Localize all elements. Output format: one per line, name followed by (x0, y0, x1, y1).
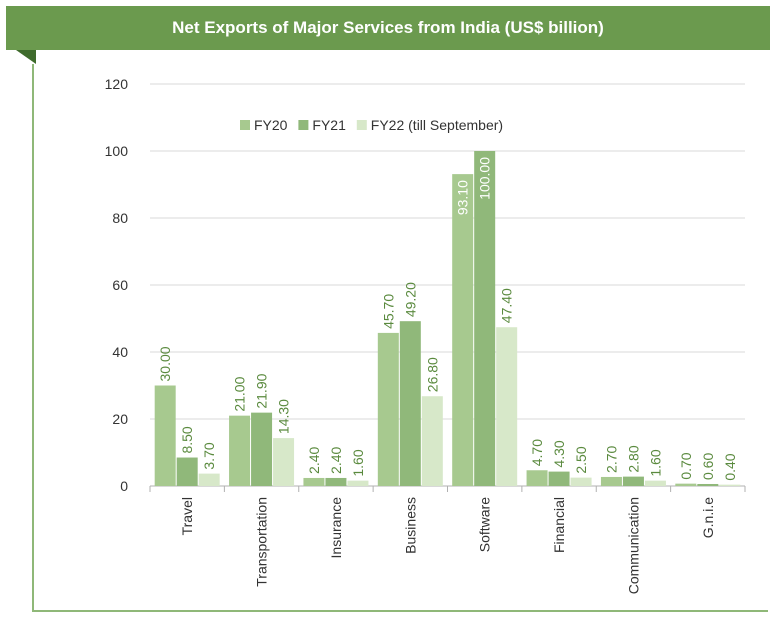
data-label: 1.60 (350, 449, 366, 476)
bar (347, 480, 369, 486)
bar (548, 471, 570, 486)
category-label: Business (402, 497, 418, 554)
category-label: Software (477, 497, 493, 552)
data-label: 49.20 (402, 282, 418, 317)
data-label: 21.00 (232, 376, 248, 411)
bar (273, 438, 295, 486)
y-tick-label: 0 (120, 478, 128, 494)
bar (644, 480, 666, 486)
legend-entry: FY21 (312, 117, 346, 133)
chart-title-banner: Net Exports of Major Services from India… (6, 6, 770, 50)
bar (675, 483, 697, 486)
data-label: 2.50 (573, 446, 589, 473)
bar (176, 457, 198, 486)
y-tick-label: 60 (112, 277, 128, 293)
bar (154, 385, 176, 486)
bar (697, 483, 719, 486)
chart-frame (32, 64, 768, 612)
data-label: 4.70 (529, 439, 545, 466)
bar (303, 477, 325, 486)
data-label: 0.60 (700, 453, 716, 480)
data-label: 2.80 (625, 445, 641, 472)
bar (251, 412, 273, 486)
data-label: 4.30 (551, 440, 567, 467)
bar (526, 470, 548, 486)
y-tick-label: 80 (112, 210, 128, 226)
bar (496, 327, 518, 486)
data-label: 1.60 (647, 449, 663, 476)
bar (622, 476, 644, 486)
y-tick-label: 100 (105, 143, 129, 159)
legend-swatch (356, 120, 367, 130)
y-tick-label: 120 (105, 76, 129, 92)
banner-fold (16, 50, 36, 64)
data-label: 26.80 (424, 357, 440, 392)
bar (452, 174, 474, 487)
data-label: 2.40 (306, 446, 322, 473)
bar (421, 396, 443, 486)
legend-entry: FY22 (till September) (371, 117, 503, 133)
bar (719, 484, 741, 486)
data-label: 0.40 (722, 453, 738, 480)
chart-title: Net Exports of Major Services from India… (172, 18, 604, 37)
bar (474, 151, 496, 486)
category-label: Travel (179, 497, 195, 535)
data-label: 14.30 (276, 399, 292, 434)
data-label: 8.50 (179, 426, 195, 453)
data-label: 21.90 (254, 373, 270, 408)
category-label: Communication (625, 497, 641, 594)
data-label: 0.70 (678, 452, 694, 479)
data-label: 2.40 (328, 446, 344, 473)
category-label: Insurance (328, 497, 344, 559)
data-label: 45.70 (380, 294, 396, 329)
data-label: 100.00 (477, 157, 493, 200)
data-label: 93.10 (455, 180, 471, 215)
bar (325, 477, 347, 486)
y-tick-label: 40 (112, 344, 128, 360)
bar (399, 321, 421, 486)
legend-swatch (240, 120, 250, 130)
bar (600, 476, 622, 486)
category-label: Financial (551, 497, 567, 553)
bar (198, 473, 220, 486)
category-label: Transportation (254, 497, 270, 587)
bar (570, 477, 592, 486)
bar (377, 332, 399, 486)
data-label: 47.40 (499, 288, 515, 323)
y-tick-label: 20 (112, 411, 128, 427)
data-label: 3.70 (201, 442, 217, 469)
legend-entry: FY20 (254, 117, 288, 133)
category-label: G.n.i.e (700, 497, 716, 538)
legend-swatch (298, 120, 309, 130)
bar (229, 415, 251, 486)
data-label: 30.00 (157, 346, 173, 381)
data-label: 2.70 (603, 445, 619, 472)
